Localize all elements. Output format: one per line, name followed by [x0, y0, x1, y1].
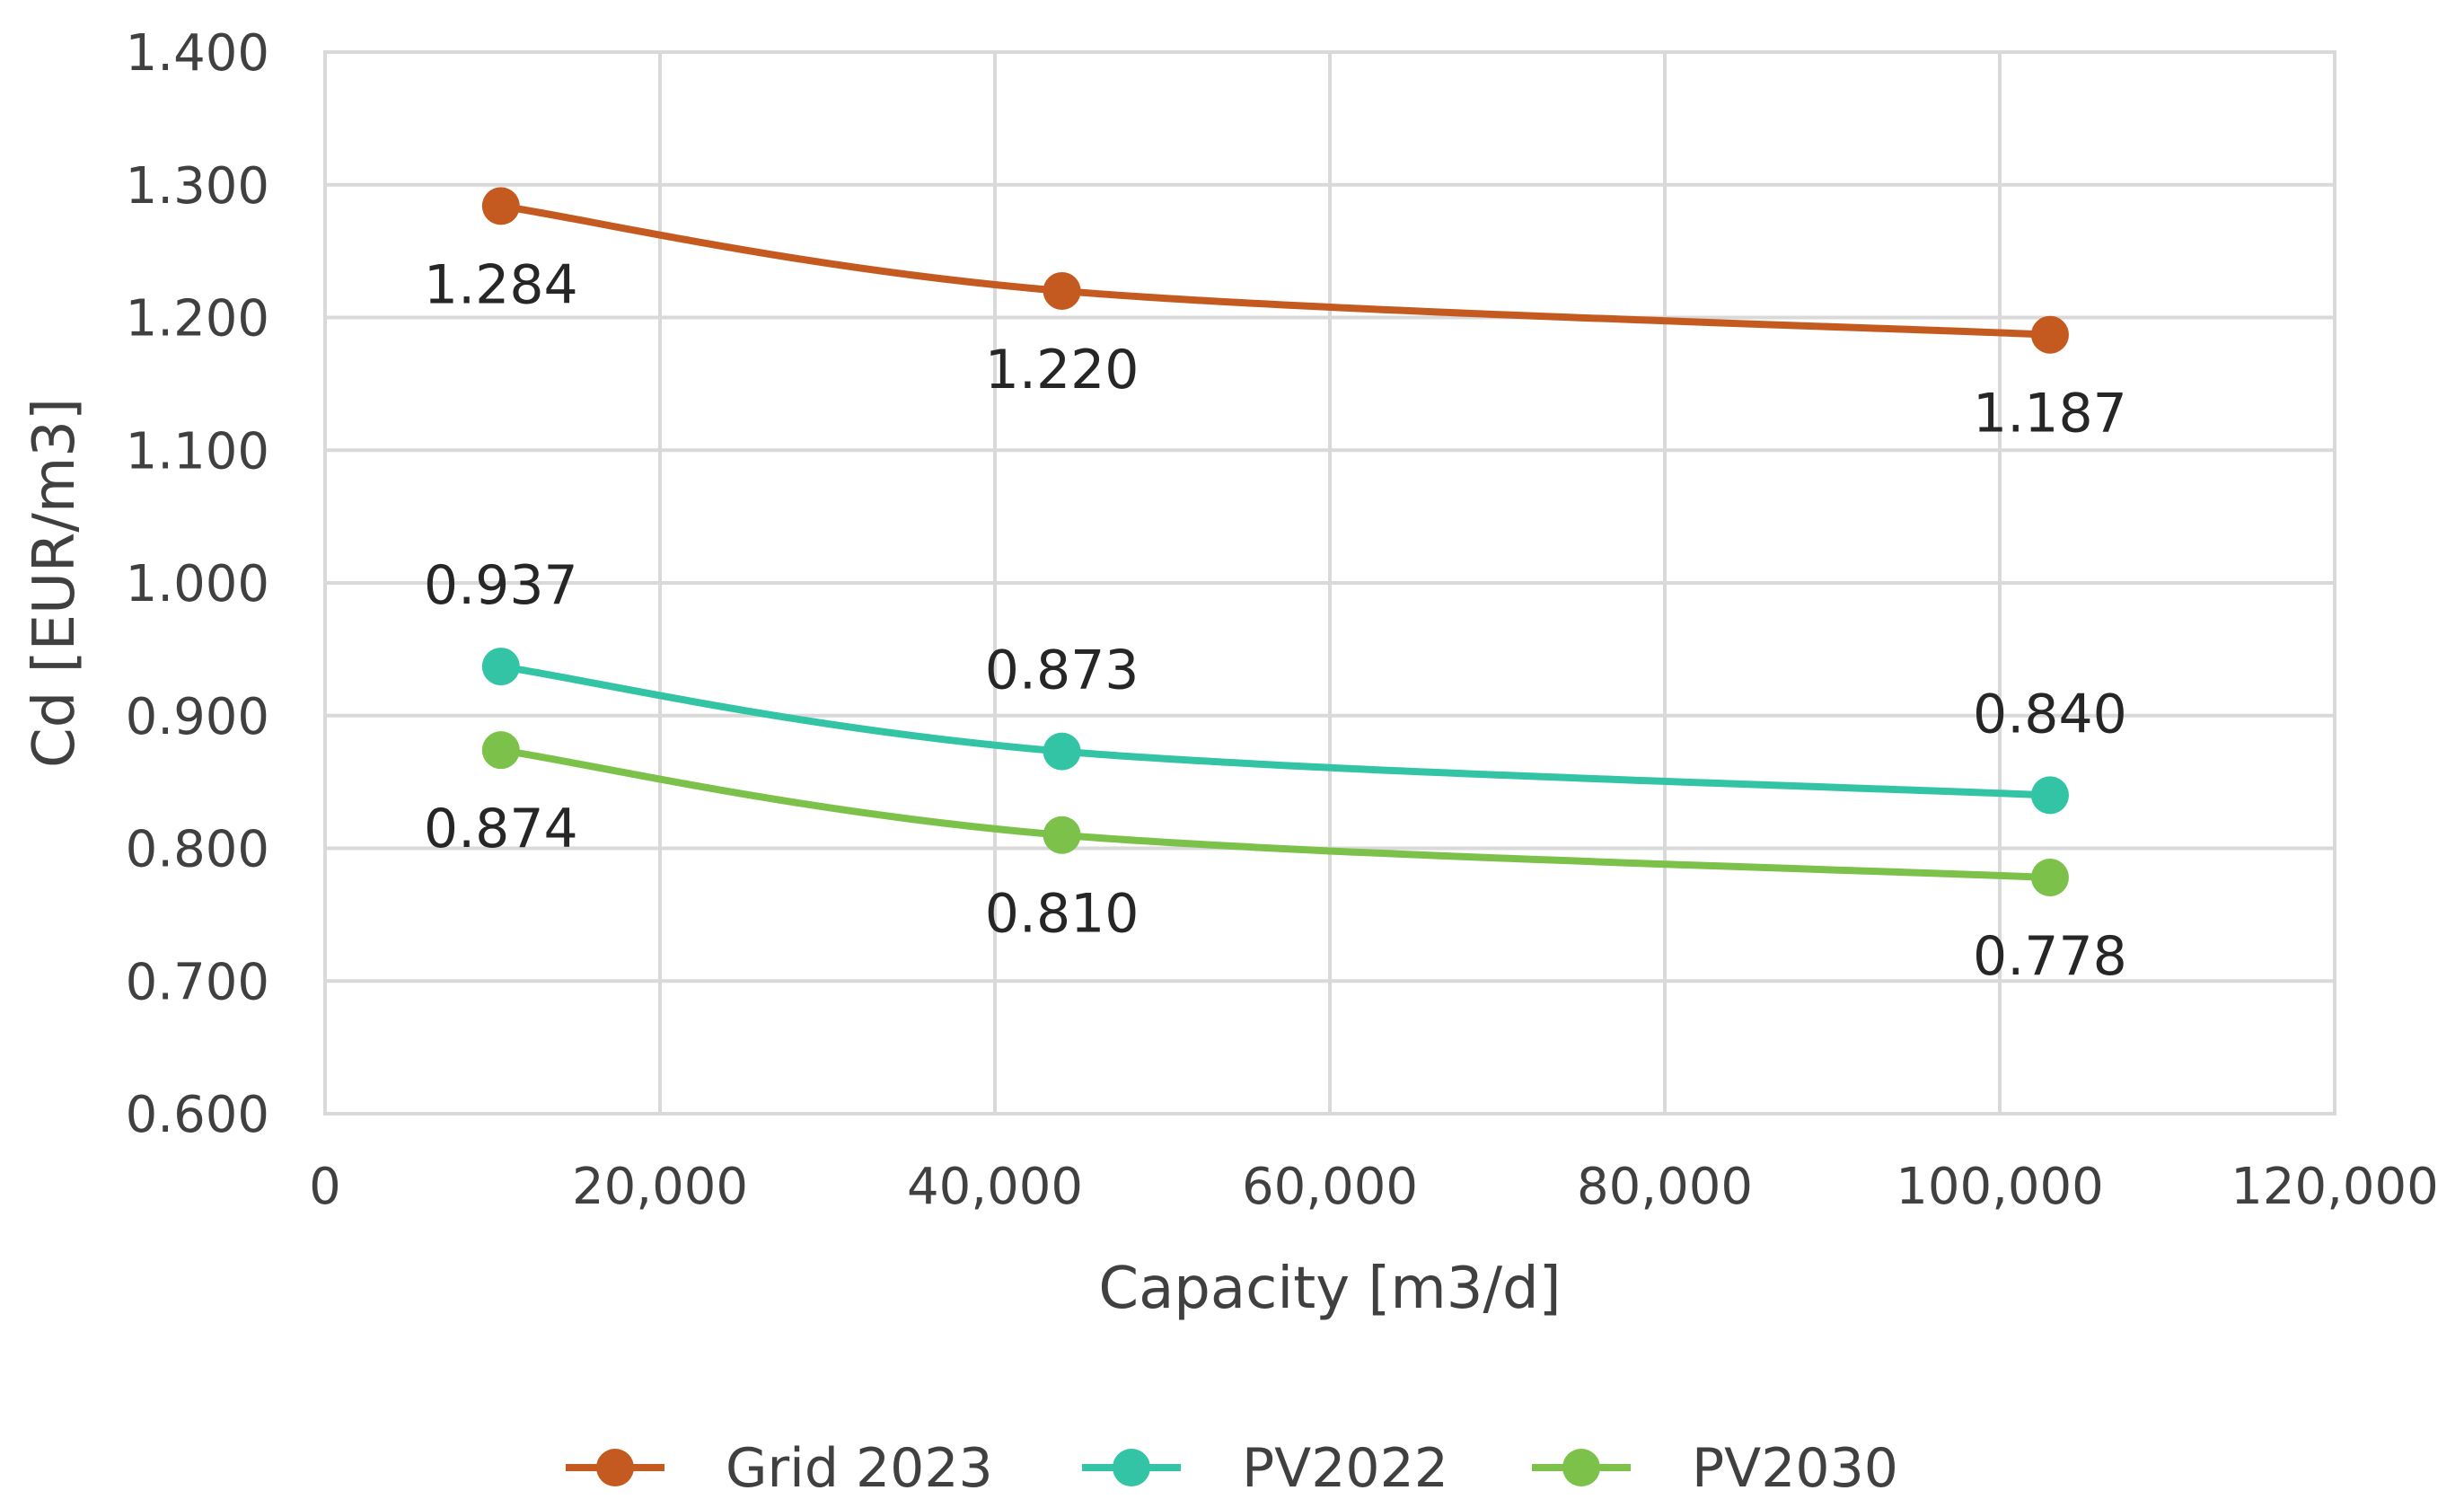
data-label: 0.778 [1973, 925, 2127, 988]
y-tick-label: 1.000 [126, 555, 269, 613]
y-tick-label: 0.600 [126, 1086, 269, 1144]
series-line-grid-2023 [497, 202, 2054, 339]
plot-area [323, 50, 2336, 1116]
y-axis-ticks: 0.600 0.700 0.800 0.900 1.000 1.100 1.200 1.300… [126, 24, 269, 1144]
data-point [481, 648, 520, 686]
x-tick-label: 100,000 [1896, 1158, 2104, 1216]
data-point [1043, 732, 1081, 771]
x-tick-label: 120,000 [2231, 1158, 2439, 1216]
data-point [481, 187, 520, 225]
y-tick-label: 1.100 [126, 422, 269, 481]
legend-label: PV2022 [1242, 1437, 1448, 1500]
data-point [2030, 315, 2069, 354]
data-label: 1.187 [1973, 383, 2127, 445]
legend-label: PV2030 [1692, 1437, 1898, 1500]
y-tick-label: 1.200 [126, 290, 269, 348]
series-line-pv2030 [497, 746, 2054, 882]
legend: Grid 2023 PV2022 PV2030 [566, 1437, 1898, 1500]
x-tick-label: 60,000 [1242, 1158, 1418, 1216]
data-label: 0.873 [985, 639, 1140, 702]
y-tick-label: 0.700 [126, 953, 269, 1011]
data-label: 1.284 [424, 253, 578, 316]
y-tick-label: 0.900 [126, 688, 269, 746]
x-tick-label: 80,000 [1577, 1158, 1753, 1216]
data-point [1043, 271, 1081, 310]
x-tick-label: 0 [309, 1158, 341, 1216]
y-tick-label: 1.300 [126, 157, 269, 216]
y-tick-label: 0.800 [126, 821, 269, 879]
data-label: 0.840 [1973, 683, 2127, 745]
x-tick-label: 20,000 [572, 1158, 748, 1216]
data-point [481, 731, 520, 770]
data-label: 0.874 [424, 798, 578, 860]
legend-marker [1562, 1449, 1600, 1486]
x-tick-label: 40,000 [907, 1158, 1083, 1216]
data-label: 0.810 [985, 883, 1140, 946]
grid [323, 50, 2336, 1116]
x-axis-title: Capacity [m3/d] [1098, 1256, 1561, 1322]
data-point [2030, 859, 2069, 897]
y-tick-label: 1.400 [126, 24, 269, 83]
x-axis-ticks: 0 20,000 40,000 60,000 80,000 100,000 120,000 [309, 1158, 2439, 1216]
data-label: 0.937 [424, 554, 578, 617]
data-labels: 1.284 1.220 1.187 0.937 0.873 0.840 0.874 0.810… [424, 253, 2127, 988]
y-axis-title: Cd [EUR/m3] [22, 398, 88, 768]
data-label: 1.220 [985, 339, 1140, 401]
legend-marker [596, 1449, 634, 1486]
data-point [1043, 816, 1081, 854]
legend-marker [1113, 1449, 1150, 1486]
series-line-pv2022 [497, 663, 2054, 799]
series-layer [481, 187, 2069, 897]
data-point [2030, 776, 2069, 815]
legend-label: Grid 2023 [726, 1437, 993, 1500]
